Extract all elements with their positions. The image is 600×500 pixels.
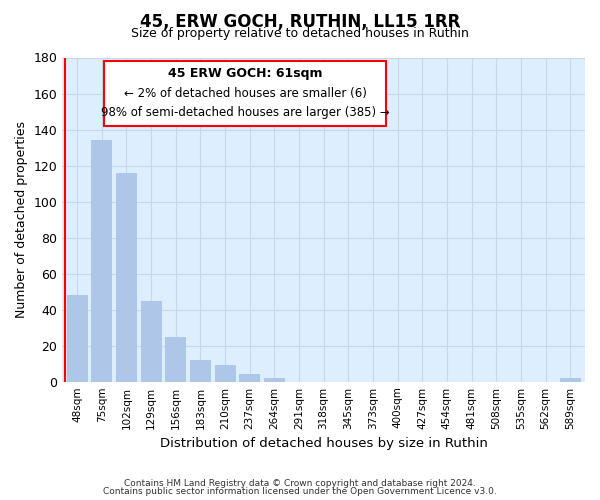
Bar	[264, 378, 285, 382]
Text: ← 2% of detached houses are smaller (6): ← 2% of detached houses are smaller (6)	[124, 86, 367, 100]
Bar	[165, 336, 186, 382]
Bar	[67, 295, 88, 382]
Text: 45 ERW GOCH: 61sqm: 45 ERW GOCH: 61sqm	[168, 67, 322, 80]
Bar	[91, 140, 112, 382]
Bar	[239, 374, 260, 382]
Bar	[560, 378, 581, 382]
Text: Contains public sector information licensed under the Open Government Licence v3: Contains public sector information licen…	[103, 487, 497, 496]
Text: 45, ERW GOCH, RUTHIN, LL15 1RR: 45, ERW GOCH, RUTHIN, LL15 1RR	[140, 12, 460, 30]
Bar	[116, 173, 137, 382]
Text: 98% of semi-detached houses are larger (385) →: 98% of semi-detached houses are larger (…	[101, 106, 389, 119]
Bar	[140, 300, 161, 382]
Text: Contains HM Land Registry data © Crown copyright and database right 2024.: Contains HM Land Registry data © Crown c…	[124, 478, 476, 488]
Y-axis label: Number of detached properties: Number of detached properties	[15, 121, 28, 318]
FancyBboxPatch shape	[104, 60, 386, 126]
Bar	[190, 360, 211, 382]
Bar	[215, 366, 236, 382]
Text: Size of property relative to detached houses in Ruthin: Size of property relative to detached ho…	[131, 28, 469, 40]
X-axis label: Distribution of detached houses by size in Ruthin: Distribution of detached houses by size …	[160, 437, 488, 450]
